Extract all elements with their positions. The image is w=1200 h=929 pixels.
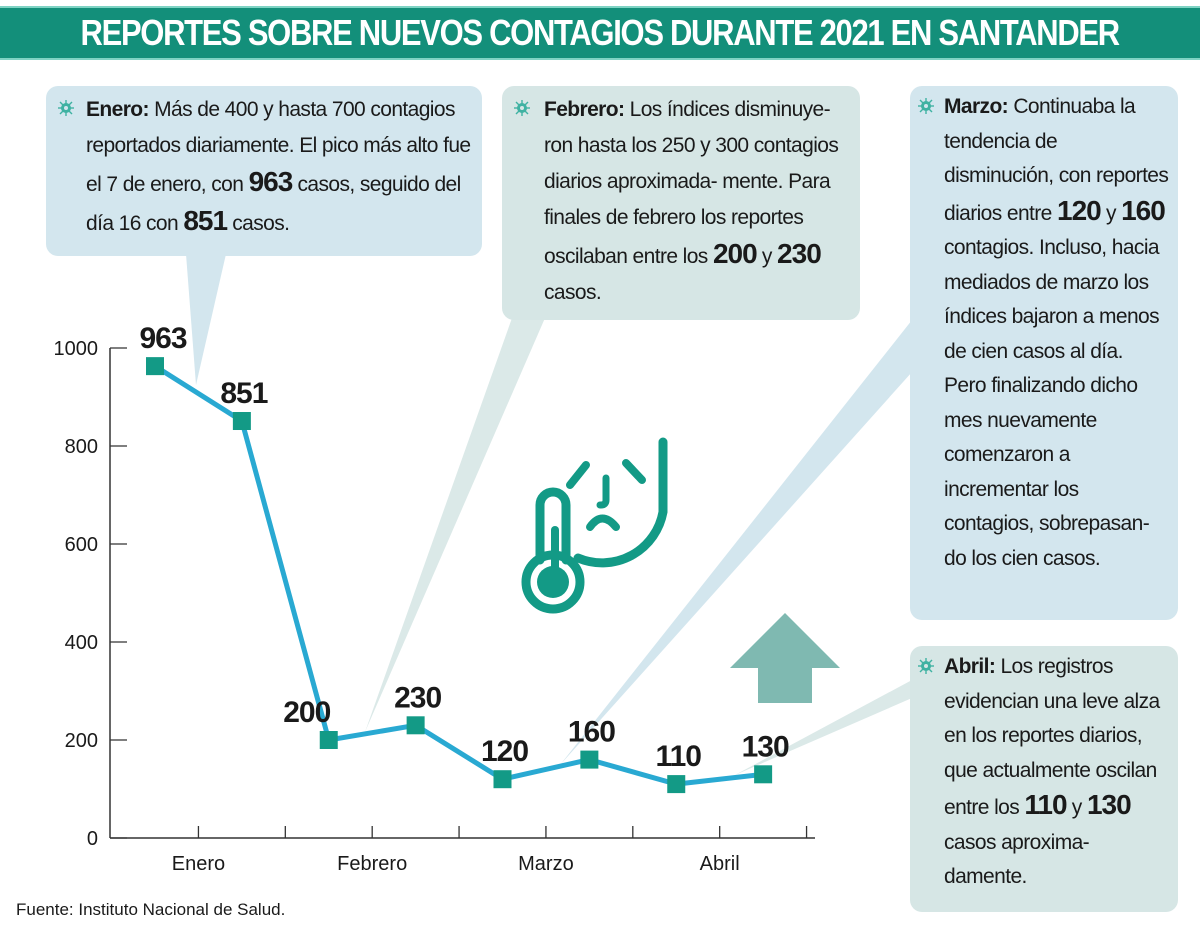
callout-tail-enero <box>186 254 226 385</box>
virus-icon <box>918 98 934 114</box>
callout-tail-febrero <box>365 318 545 732</box>
callout-enero: Enero: Más de 400 y hasta 700 contagios … <box>46 86 482 256</box>
data-labels: 963 851 200 230 120 160 110 130 <box>139 322 789 773</box>
data-point-marker <box>319 731 338 749</box>
virus-icon <box>58 100 74 116</box>
thermometer-bulb <box>537 566 569 598</box>
x-tick-label: Enero <box>172 853 225 875</box>
x-tick-label: Abril <box>700 853 740 875</box>
page-title: REPORTES SOBRE NUEVOS CONTAGIOS DURANTE … <box>80 12 1121 53</box>
y-tick-label: 0 <box>87 828 98 850</box>
virus-icon <box>514 100 530 116</box>
callout-febrero: Febrero: Los índices disminuye- ron hast… <box>502 86 860 320</box>
y-tick-label: 1000 <box>54 338 99 360</box>
data-label: 120 <box>481 735 528 768</box>
virus-icon <box>918 658 934 674</box>
source-note: Fuente: Instituto Nacional de Salud. <box>16 900 286 919</box>
data-point-marker <box>493 770 512 789</box>
data-label: 130 <box>742 730 789 763</box>
up-arrow-icon <box>730 613 840 703</box>
data-point-marker <box>667 775 686 794</box>
data-label: 963 <box>139 322 186 355</box>
axes <box>109 348 815 839</box>
data-point-marker <box>146 357 164 376</box>
callout-tail-marzo <box>560 320 912 765</box>
x-axis-labels: Enero Febrero Marzo Abril <box>172 853 740 875</box>
data-label: 200 <box>283 696 330 729</box>
callout-text: Febrero: Los índices disminuye- ron hast… <box>544 98 839 304</box>
callout-text: Marzo: Continuaba la tendencia de dismin… <box>944 95 1169 570</box>
data-label: 230 <box>394 681 441 714</box>
data-point-marker <box>232 412 251 431</box>
y-tick-label: 600 <box>65 534 98 556</box>
callout-text: Abril: Los registros evidencian una leve… <box>944 655 1160 888</box>
callout-tail-abril <box>735 680 912 775</box>
data-label: 160 <box>568 716 615 749</box>
series-line <box>153 364 764 787</box>
title-bar: REPORTES SOBRE NUEVOS CONTAGIOS DURANTE … <box>0 6 1200 60</box>
data-label: 110 <box>656 740 702 773</box>
x-tick-label: Febrero <box>337 853 407 875</box>
fever-face-thermometer-icon <box>521 437 668 614</box>
data-point-marker <box>754 765 773 784</box>
series-markers <box>146 357 773 794</box>
y-tick-label: 400 <box>65 632 98 654</box>
data-point-marker <box>406 716 425 735</box>
y-axis-ticks: 0 200 400 600 800 1000 <box>54 338 127 850</box>
y-tick-label: 800 <box>65 436 98 458</box>
callout-text: Enero: Más de 400 y hasta 700 contagios … <box>86 98 471 236</box>
callout-abril: Abril: Los registros evidencian una leve… <box>910 646 1178 912</box>
y-tick-label: 200 <box>65 730 98 752</box>
x-tick-label: Marzo <box>518 853 574 875</box>
data-point-marker <box>580 750 599 769</box>
series-line-path <box>153 364 764 787</box>
callout-marzo: Marzo: Continuaba la tendencia de dismin… <box>910 86 1178 620</box>
x-axis-ticks <box>197 826 808 838</box>
data-label: 851 <box>220 377 267 410</box>
